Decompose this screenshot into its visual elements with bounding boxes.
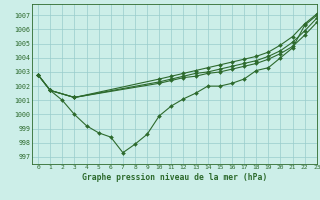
X-axis label: Graphe pression niveau de la mer (hPa): Graphe pression niveau de la mer (hPa) <box>82 173 267 182</box>
